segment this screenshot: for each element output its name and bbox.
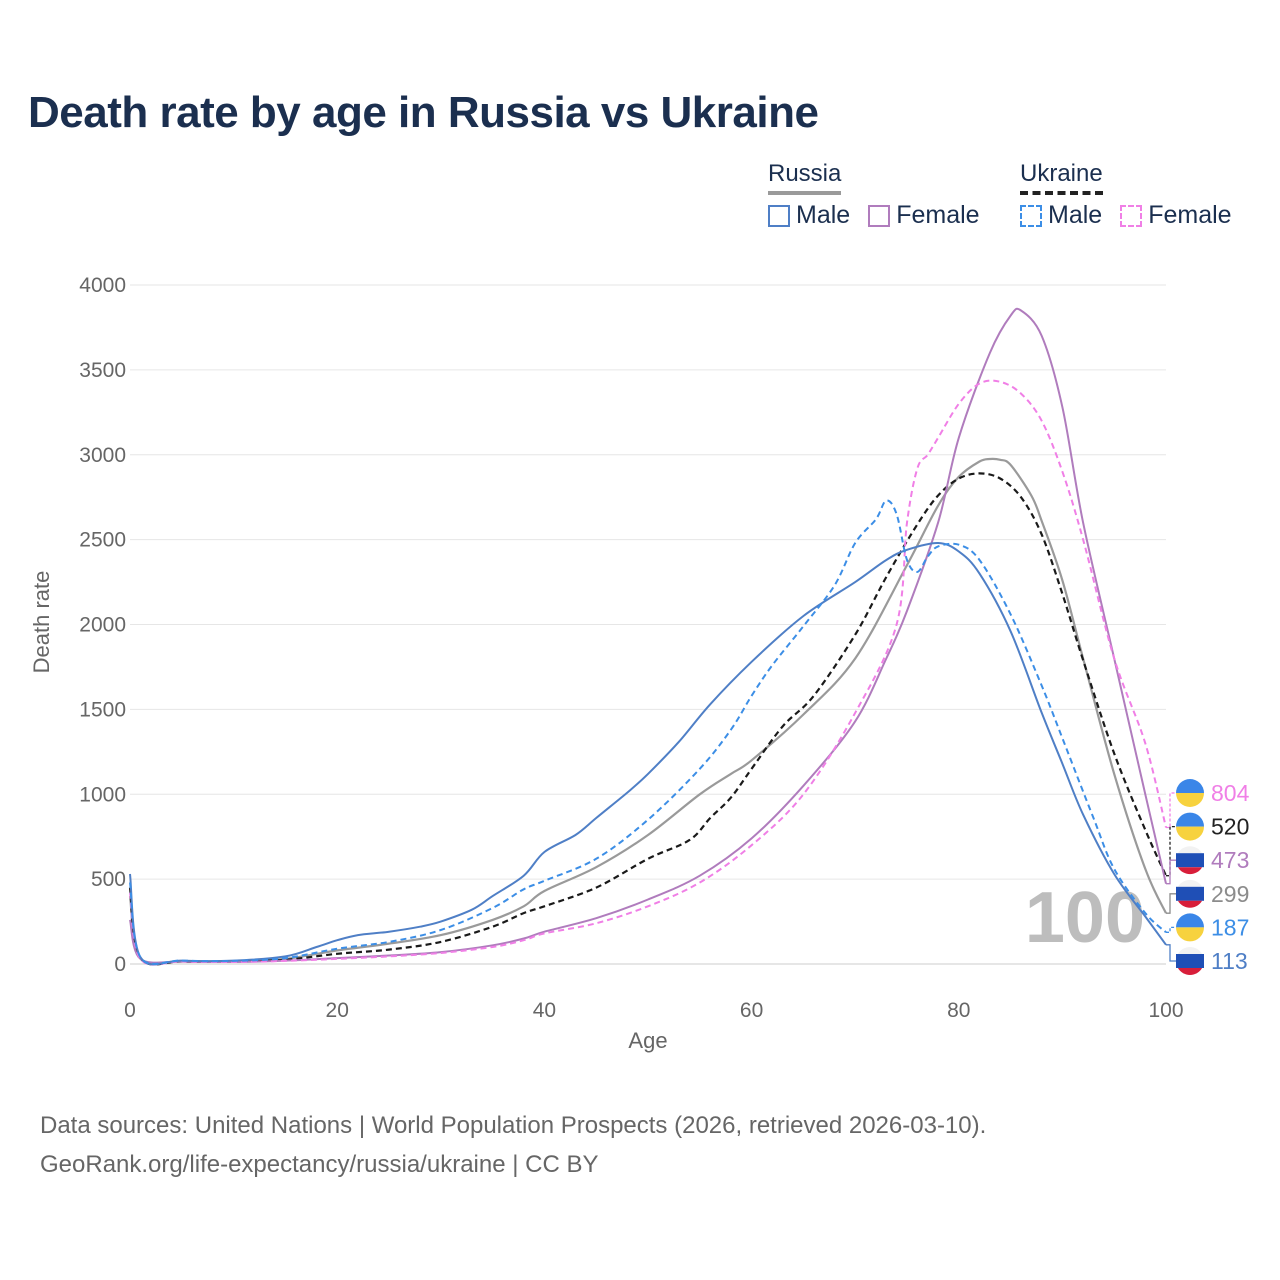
end-labels: 804 520 473 299 187 113 [1211, 780, 1250, 974]
legend-swatch-icon [1120, 204, 1143, 227]
legend-swatch-icon [868, 204, 891, 227]
end-label-connectors [1166, 792, 1176, 962]
legend-item-label: Female [1148, 201, 1232, 229]
legend-item-label: Male [796, 201, 851, 229]
end-label-connector [1166, 926, 1176, 933]
source-url[interactable]: GeoRank.org/life-expectancy/russia/ukrai… [40, 1151, 599, 1178]
x-tick-label: 40 [533, 999, 556, 1022]
series-line-ukraine-female[interactable] [129, 379, 1167, 966]
legend-russia-heading: Russia [768, 160, 842, 195]
x-axis-ticks: 0 20 40 60 80 100 [124, 999, 1183, 1022]
end-label-connector [1166, 944, 1176, 962]
legend-ukraine-female[interactable]: Female [1120, 201, 1232, 230]
x-tick-label: 80 [947, 999, 970, 1022]
series-line-combined-russia[interactable] [128, 457, 1167, 965]
series-line-russia-female[interactable] [129, 307, 1167, 964]
russia-flag-icon [1176, 879, 1204, 908]
series-line-russia-male[interactable] [129, 541, 1167, 966]
data-source-note: Data sources: United Nations | World Pop… [40, 1112, 987, 1139]
y-tick-label: 3500 [79, 359, 126, 382]
y-axis-label: Death rate [29, 571, 54, 674]
end-label-connector [1166, 792, 1176, 829]
russia-flag-icon [1176, 846, 1204, 875]
ukraine-flag-icon [1176, 779, 1204, 807]
end-label-russia-female: 473 [1211, 847, 1249, 873]
end-label-connector [1166, 825, 1176, 877]
end-label-ukraine-female: 804 [1211, 780, 1250, 806]
ukraine-flag-icon [1176, 812, 1204, 841]
ukraine-flag-icon [1176, 913, 1204, 942]
grid-lines [130, 284, 1166, 965]
end-label-combined-russia: 299 [1211, 881, 1249, 907]
legend-ukraine: Ukraine Male Female [1020, 160, 1232, 230]
end-label-ukraine-male: 187 [1211, 914, 1249, 940]
end-label-russia-male: 113 [1211, 948, 1248, 974]
y-tick-label: 500 [91, 868, 126, 891]
y-tick-label: 3000 [79, 444, 126, 467]
y-tick-label: 1500 [79, 698, 126, 721]
legend-swatch-icon [1020, 204, 1042, 227]
chart-title: Death rate by age in Russia vs Ukraine [28, 88, 819, 137]
series-line-combined-ukraine[interactable] [128, 472, 1167, 966]
legend-ukraine-male[interactable]: Male [1020, 201, 1102, 230]
legend-russia-female[interactable]: Female [868, 201, 980, 230]
end-label-connector [1166, 893, 1176, 914]
end-label-combined-ukraine: 520 [1211, 814, 1249, 840]
legend-russia: Russia Male Female [768, 160, 980, 230]
legend-item-label: Female [896, 201, 980, 229]
y-tick-label: 4000 [79, 274, 126, 297]
y-tick-label: 2500 [79, 529, 126, 552]
y-tick-label: 0 [114, 953, 126, 976]
end-label-connector [1166, 859, 1176, 885]
y-axis-ticks: 0 500 1000 1500 2000 2500 3000 3500 4000 [79, 274, 126, 976]
x-axis-label: Age [628, 1028, 667, 1053]
series-lines [128, 307, 1167, 966]
legend-russia-male[interactable]: Male [768, 201, 850, 230]
x-tick-label: 20 [326, 999, 349, 1022]
russia-flag-icon [1176, 947, 1204, 975]
legend-swatch-icon [768, 204, 790, 227]
legend-item-label: Male [1048, 201, 1103, 229]
end-label-flags [1176, 779, 1204, 975]
legend-ukraine-heading: Ukraine [1020, 160, 1103, 195]
footer: Data sources: United Nations | World Pop… [40, 1106, 986, 1184]
x-tick-label: 60 [740, 999, 763, 1022]
y-tick-label: 1000 [79, 783, 126, 806]
x-tick-label: 100 [1148, 999, 1183, 1022]
series-line-ukraine-male[interactable] [129, 499, 1167, 965]
y-tick-label: 2000 [79, 614, 126, 637]
x-tick-label: 0 [124, 999, 136, 1022]
